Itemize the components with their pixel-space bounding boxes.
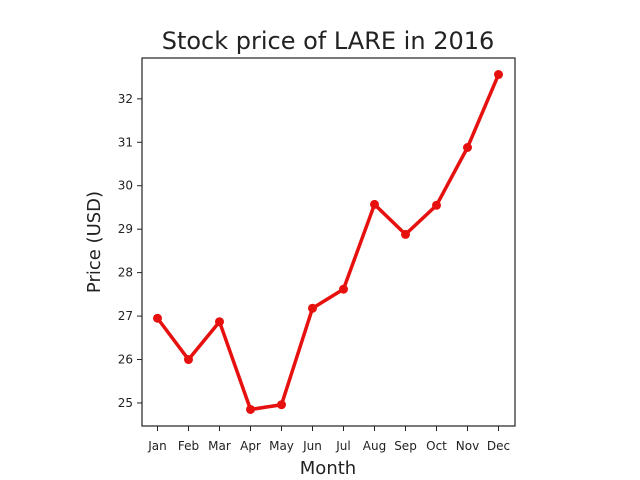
y-tick-label: 26 bbox=[118, 353, 133, 367]
data-point bbox=[246, 404, 255, 414]
data-point bbox=[494, 70, 503, 80]
x-axis-title: Month bbox=[300, 458, 356, 479]
data-point bbox=[401, 229, 410, 239]
data-point bbox=[153, 313, 162, 323]
y-tick-label: 32 bbox=[118, 92, 133, 106]
x-tick-label: Aug bbox=[363, 439, 386, 453]
data-point bbox=[370, 199, 379, 209]
x-tick-label: Sep bbox=[394, 439, 417, 453]
plot-area bbox=[141, 57, 516, 427]
y-axis: 25 26 27 28 29 30 31 32 bbox=[118, 92, 142, 410]
x-tick-label: Dec bbox=[487, 439, 510, 453]
x-tick-label: Apr bbox=[240, 439, 261, 453]
data-point bbox=[215, 317, 224, 327]
series-group bbox=[153, 70, 503, 414]
x-tick-label: Feb bbox=[178, 439, 199, 453]
y-tick-label: 30 bbox=[118, 179, 133, 193]
x-tick-label: May bbox=[269, 439, 294, 453]
y-tick-label: 31 bbox=[118, 135, 133, 149]
data-point bbox=[432, 200, 441, 210]
x-tick-label: Mar bbox=[208, 439, 231, 453]
y-tick-label: 25 bbox=[118, 396, 133, 410]
y-tick-label: 27 bbox=[118, 309, 133, 323]
x-tick-label: Jun bbox=[302, 439, 322, 453]
chart-title: Stock price of LARE in 2016 bbox=[162, 27, 495, 55]
data-point bbox=[339, 284, 348, 294]
y-axis-title: Price (USD) bbox=[84, 191, 105, 293]
x-tick-label: Jul bbox=[335, 439, 350, 453]
x-axis: Jan Feb Mar Apr May Jun Jul Aug Sep Oct Nov Dec bbox=[147, 426, 510, 453]
y-tick-label: 28 bbox=[118, 266, 133, 280]
series-line bbox=[155, 72, 501, 412]
y-tick-label: 29 bbox=[118, 222, 133, 236]
x-tick-label: Oct bbox=[426, 439, 447, 453]
x-tick-label: Jan bbox=[147, 439, 167, 453]
data-point bbox=[308, 303, 317, 313]
data-point bbox=[463, 143, 472, 153]
data-point bbox=[277, 400, 286, 410]
data-point bbox=[184, 355, 193, 365]
x-tick-label: Nov bbox=[456, 439, 479, 453]
